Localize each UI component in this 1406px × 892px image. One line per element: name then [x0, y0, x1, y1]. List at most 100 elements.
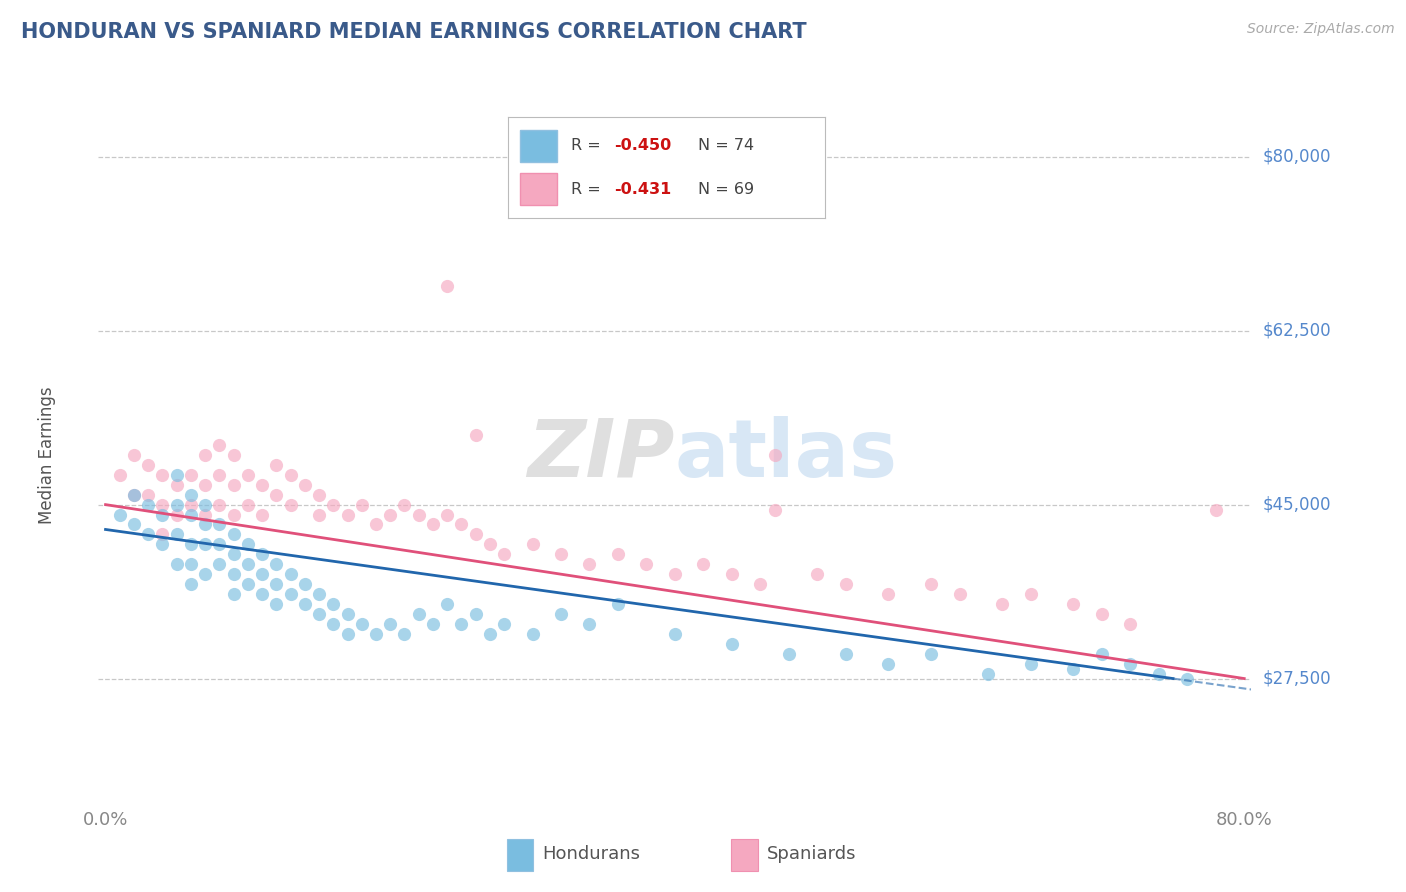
Point	[152, 498, 174, 512]
Point	[308, 607, 330, 621]
Point	[394, 498, 416, 512]
Point	[166, 498, 188, 512]
Point	[250, 508, 273, 522]
Text: $80,000: $80,000	[1263, 148, 1331, 166]
Point	[180, 577, 202, 591]
Bar	[731, 839, 758, 871]
Point	[236, 558, 259, 572]
Point	[450, 517, 472, 532]
Point	[208, 467, 231, 482]
Point	[194, 508, 217, 522]
Point	[222, 527, 245, 541]
Point	[834, 647, 856, 661]
Point	[464, 527, 486, 541]
Text: Hondurans: Hondurans	[543, 845, 641, 863]
Point	[222, 547, 245, 561]
Point	[664, 627, 686, 641]
Text: atlas: atlas	[675, 416, 898, 494]
Point	[1147, 666, 1170, 681]
Point	[1175, 672, 1198, 686]
Point	[180, 467, 202, 482]
Point	[422, 616, 444, 631]
Point	[166, 467, 188, 482]
Text: $27,500: $27,500	[1263, 670, 1331, 688]
Point	[194, 537, 217, 551]
Point	[266, 488, 288, 502]
Point	[166, 527, 188, 541]
Point	[607, 597, 630, 611]
Point	[322, 498, 344, 512]
Point	[550, 607, 572, 621]
Point	[166, 508, 188, 522]
Point	[408, 607, 430, 621]
Point	[877, 657, 900, 671]
Point	[763, 448, 786, 462]
Point	[122, 488, 145, 502]
Point	[350, 498, 373, 512]
Point	[280, 467, 302, 482]
Point	[250, 547, 273, 561]
Point	[436, 597, 458, 611]
Point	[380, 616, 402, 631]
Point	[308, 488, 330, 502]
Point	[194, 517, 217, 532]
Point	[208, 438, 231, 452]
Point	[236, 537, 259, 551]
Point	[136, 458, 159, 472]
Point	[991, 597, 1014, 611]
Point	[763, 502, 786, 516]
Point	[720, 567, 742, 582]
Point	[578, 558, 600, 572]
Text: Spaniards: Spaniards	[768, 845, 856, 863]
Point	[1019, 587, 1042, 601]
Point	[422, 517, 444, 532]
Text: $62,500: $62,500	[1263, 322, 1331, 340]
Point	[834, 577, 856, 591]
Point	[108, 467, 131, 482]
Point	[578, 616, 600, 631]
Point	[877, 587, 900, 601]
Point	[266, 458, 288, 472]
Point	[136, 498, 159, 512]
Point	[180, 498, 202, 512]
Point	[749, 577, 772, 591]
Point	[478, 627, 501, 641]
Point	[266, 597, 288, 611]
Point	[250, 477, 273, 491]
Point	[408, 508, 430, 522]
Point	[778, 647, 800, 661]
Text: ZIP: ZIP	[527, 416, 675, 494]
Point	[1091, 607, 1114, 621]
Point	[108, 508, 131, 522]
Point	[308, 587, 330, 601]
Point	[122, 448, 145, 462]
Point	[436, 279, 458, 293]
Point	[222, 508, 245, 522]
Point	[364, 627, 387, 641]
Point	[152, 537, 174, 551]
Point	[250, 567, 273, 582]
Point	[336, 508, 359, 522]
Point	[250, 587, 273, 601]
Point	[336, 627, 359, 641]
Point	[1119, 657, 1142, 671]
Point	[1091, 647, 1114, 661]
Point	[607, 547, 630, 561]
Point	[152, 527, 174, 541]
Point	[720, 637, 742, 651]
Text: HONDURAN VS SPANIARD MEDIAN EARNINGS CORRELATION CHART: HONDURAN VS SPANIARD MEDIAN EARNINGS COR…	[21, 22, 807, 42]
Point	[222, 567, 245, 582]
Point	[180, 558, 202, 572]
Point	[236, 498, 259, 512]
Point	[294, 597, 316, 611]
Point	[494, 616, 516, 631]
Point	[152, 467, 174, 482]
Point	[280, 587, 302, 601]
Point	[122, 488, 145, 502]
Point	[322, 597, 344, 611]
Point	[436, 508, 458, 522]
Point	[208, 537, 231, 551]
Point	[394, 627, 416, 641]
Point	[194, 567, 217, 582]
Point	[350, 616, 373, 631]
